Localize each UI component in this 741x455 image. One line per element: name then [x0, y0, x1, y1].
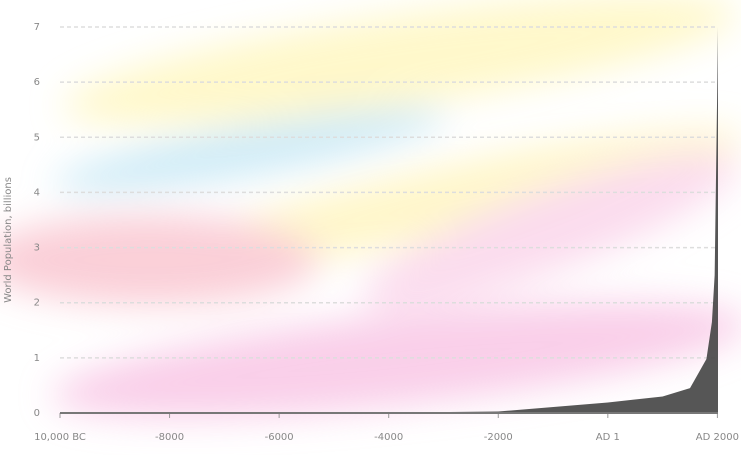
x-tick-label: -8000 [155, 432, 184, 443]
y-tick-label: 2 [34, 298, 40, 309]
y-tick-label: 4 [34, 187, 40, 198]
x-tick-label: AD 1 [596, 432, 620, 443]
x-tick-label: 10,000 BC [34, 432, 86, 443]
y-tick-label: 7 [34, 22, 40, 33]
x-tick-label: -6000 [265, 432, 294, 443]
x-tick-label: -2000 [484, 432, 513, 443]
x-tick-label: -4000 [374, 432, 403, 443]
y-tick-label: 0 [34, 408, 40, 419]
background-art [0, 0, 741, 418]
y-tick-label: 3 [34, 243, 40, 254]
x-tick-label: AD 2000 [696, 432, 739, 443]
y-tick-label: 5 [34, 132, 40, 143]
y-tick-label: 1 [34, 353, 40, 364]
y-axis-label: World Population, billions [3, 177, 14, 303]
y-tick-label: 6 [34, 77, 40, 88]
